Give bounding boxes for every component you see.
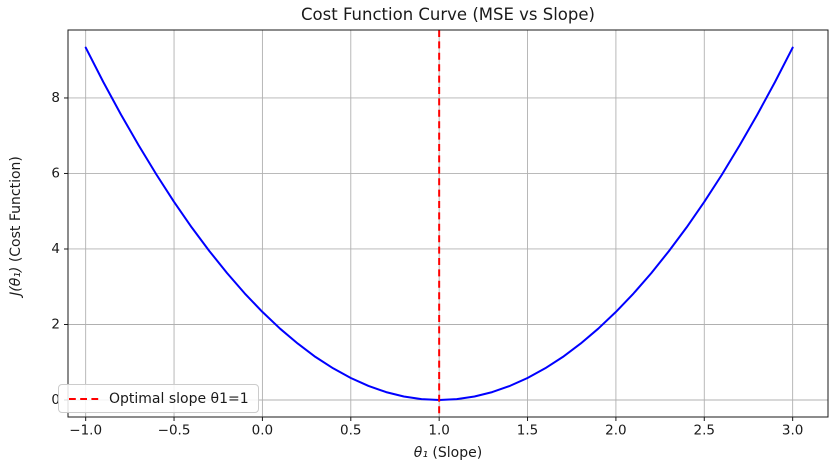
x-axis-label-math: θ₁ [413, 445, 428, 461]
chart-title: Cost Function Curve (MSE vs Slope) [301, 5, 595, 24]
y-tick-label: 0 [51, 392, 60, 408]
legend: Optimal slope θ1=1 [58, 384, 259, 413]
x-tick-label: 1.0 [428, 423, 449, 439]
y-axis-label-text: (Cost Function) [8, 156, 24, 267]
x-tick-label: 0.5 [340, 423, 361, 439]
x-tick-label: 1.5 [517, 423, 538, 439]
x-tick-label: 0.0 [252, 423, 273, 439]
x-tick-label: 2.0 [605, 423, 626, 439]
x-tick-label: 2.5 [694, 423, 715, 439]
x-tick-label: 3.0 [782, 423, 803, 439]
x-tick-label: −0.5 [158, 423, 191, 439]
x-axis-label: θ₁ (Slope) [414, 445, 482, 461]
y-axis-label: J(θ₁) (Cost Function) [8, 156, 24, 296]
y-tick-label: 2 [51, 316, 60, 332]
legend-dashed-line-icon [69, 397, 99, 400]
legend-label: Optimal slope θ1=1 [109, 390, 249, 407]
y-axis-label-math: J(θ₁) [8, 266, 24, 296]
y-tick-label: 8 [51, 90, 60, 106]
x-tick-label: −1.0 [69, 423, 102, 439]
x-axis-label-text: (Slope) [427, 445, 483, 461]
y-tick-label: 4 [51, 241, 60, 257]
axes-spines [67, 29, 829, 418]
y-tick-label: 6 [51, 165, 60, 181]
